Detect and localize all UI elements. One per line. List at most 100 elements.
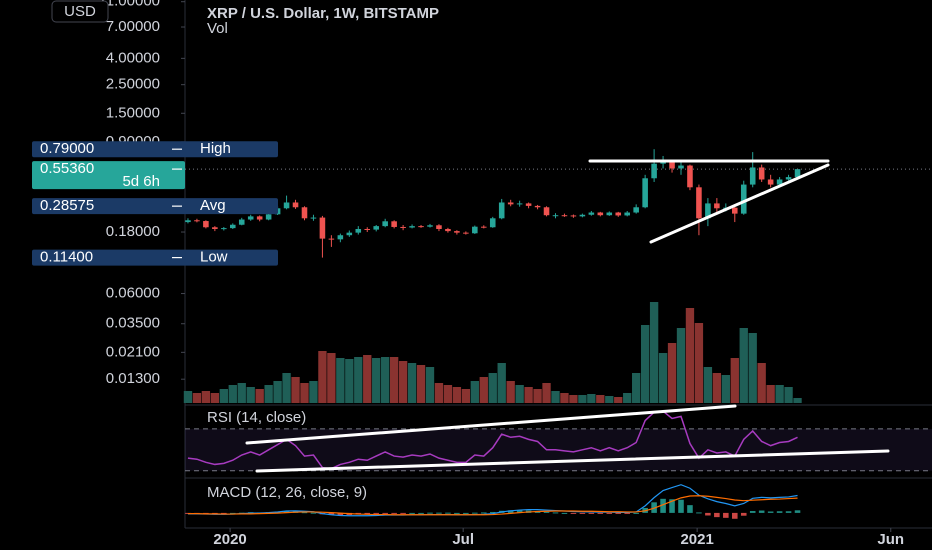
candle-body bbox=[364, 228, 371, 230]
macd-histogram-bar bbox=[660, 498, 666, 513]
trend-line[interactable] bbox=[649, 163, 830, 244]
candle-body bbox=[382, 221, 388, 227]
volume-bar bbox=[246, 387, 255, 403]
volume-bar bbox=[694, 323, 704, 403]
macd-histogram-bar bbox=[221, 512, 227, 514]
volume-bar bbox=[345, 359, 354, 403]
volume-bar bbox=[497, 363, 506, 403]
candle-body bbox=[534, 205, 541, 208]
stat-value-label: 0.28575 bbox=[40, 197, 94, 214]
y-tick-label: 0.02100 bbox=[106, 343, 160, 360]
candle-body bbox=[355, 228, 362, 233]
candle-body bbox=[472, 226, 478, 234]
volume-bar bbox=[255, 389, 264, 403]
macd-title: MACD (12, 26, close, 9) bbox=[207, 484, 367, 501]
candle-body bbox=[642, 178, 648, 208]
volume-bar bbox=[596, 395, 605, 403]
rsi-title: RSI (14, close) bbox=[207, 409, 306, 426]
trend-line[interactable] bbox=[245, 404, 737, 445]
macd-histogram-bar bbox=[230, 512, 236, 514]
candle-body bbox=[570, 215, 577, 217]
macd-histogram-bar bbox=[391, 512, 397, 514]
volume-bar bbox=[784, 387, 793, 403]
volume-title: Vol bbox=[207, 20, 228, 37]
y-tick-label: 0.18000 bbox=[106, 223, 160, 240]
candle-body bbox=[212, 227, 218, 229]
candle-body bbox=[436, 225, 442, 229]
last-price-badge bbox=[32, 161, 185, 190]
stat-value-label: 0.11400 bbox=[40, 249, 93, 266]
macd-histogram-bar bbox=[776, 511, 783, 513]
volume-bar bbox=[632, 373, 641, 403]
candle-body bbox=[776, 179, 783, 185]
volume-bar bbox=[282, 373, 291, 403]
candle-body bbox=[283, 202, 290, 209]
candle-body bbox=[543, 207, 550, 216]
macd-histogram-bar bbox=[678, 499, 684, 513]
trend-line[interactable] bbox=[255, 449, 890, 473]
macd-histogram-bar bbox=[427, 512, 433, 514]
candle-body bbox=[328, 238, 335, 240]
volume-bar bbox=[730, 358, 739, 403]
volume-bar bbox=[721, 375, 730, 403]
volume-bar bbox=[766, 385, 775, 403]
stat-badge bbox=[32, 141, 278, 158]
candle-body bbox=[247, 216, 254, 220]
candle-body bbox=[516, 203, 523, 205]
macd-histogram-bar bbox=[794, 510, 801, 513]
macd-histogram-bar bbox=[445, 512, 451, 514]
candle-body bbox=[588, 212, 595, 215]
y-tick-label: 4.00000 bbox=[106, 49, 160, 66]
volume-bar bbox=[748, 333, 757, 403]
macd-histogram-bar bbox=[561, 512, 568, 514]
macd-histogram-bar bbox=[552, 512, 559, 514]
y-tick-label: 0.03500 bbox=[106, 315, 160, 332]
stat-name-label: Avg bbox=[200, 197, 226, 214]
candle-body bbox=[463, 232, 469, 234]
macd-histogram-bar bbox=[185, 512, 191, 514]
volume-bar bbox=[201, 391, 211, 403]
candle-body bbox=[624, 212, 630, 216]
candle-body bbox=[301, 207, 308, 219]
volume-bar bbox=[578, 395, 587, 403]
volume-bar bbox=[309, 381, 318, 403]
candle-body bbox=[185, 220, 191, 223]
candle-body bbox=[265, 214, 272, 220]
candle-body bbox=[597, 212, 604, 216]
macd-histogram-bar bbox=[507, 510, 514, 513]
volume-bar bbox=[488, 373, 497, 403]
volume-bar bbox=[533, 389, 542, 403]
macd-histogram-bar bbox=[328, 512, 335, 516]
plot-layer: 11.000007.000004.000002.500001.500000.90… bbox=[99, 0, 932, 548]
macd-histogram-bar bbox=[758, 510, 765, 513]
volume-bar bbox=[416, 365, 426, 403]
x-tick-label: 2020 bbox=[213, 531, 246, 548]
candle-body bbox=[319, 217, 326, 239]
macd-histogram-bar bbox=[382, 512, 388, 514]
candle-body bbox=[696, 187, 702, 219]
candle-body bbox=[669, 161, 675, 169]
candle-body bbox=[740, 184, 747, 214]
volume-bar bbox=[381, 357, 390, 403]
volume-bar bbox=[273, 381, 282, 403]
stat-badge bbox=[32, 198, 278, 215]
y-tick-label: 0.01300 bbox=[106, 370, 160, 387]
candle-body bbox=[794, 169, 801, 178]
volume-bar bbox=[551, 391, 560, 403]
candle-body bbox=[507, 202, 514, 205]
stat-value-label: 0.79000 bbox=[40, 140, 94, 157]
macd-histogram-bar bbox=[570, 512, 577, 514]
volume-bar bbox=[542, 383, 551, 403]
candle-body bbox=[525, 203, 532, 206]
candle-body bbox=[337, 235, 344, 240]
macd-histogram-bar bbox=[481, 512, 487, 514]
macd-histogram-bar bbox=[633, 512, 639, 514]
candle-body bbox=[203, 221, 209, 228]
candle-body bbox=[785, 177, 792, 180]
candle-body bbox=[292, 202, 299, 208]
candle-body bbox=[238, 219, 245, 225]
macd-histogram-bar bbox=[749, 511, 756, 513]
currency-label[interactable]: USD bbox=[64, 3, 96, 20]
volume-bar bbox=[354, 357, 363, 403]
currency-button[interactable] bbox=[51, 0, 109, 23]
